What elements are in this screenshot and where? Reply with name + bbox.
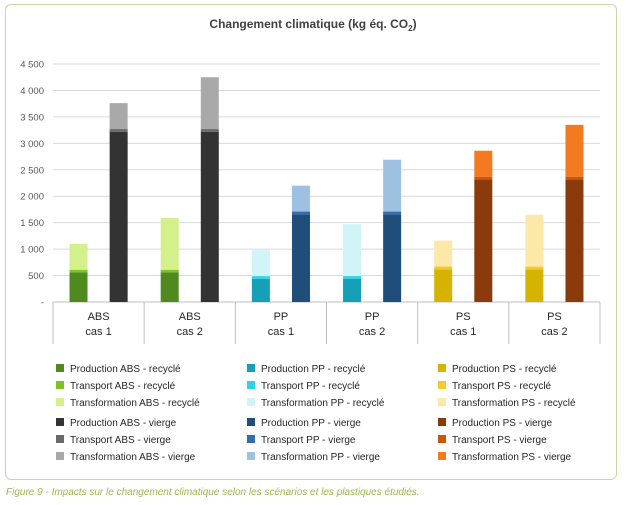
legend-swatch: [438, 452, 446, 460]
legend-swatch: [247, 418, 255, 426]
bar-segment: [251, 250, 270, 277]
legend-label: Transformation ABS - recyclé: [70, 398, 200, 409]
bar-segment: [109, 129, 128, 132]
x-tick-label: cas 2: [359, 326, 385, 338]
legend-label: Transport PP - recyclé: [261, 381, 360, 392]
legend-label: Transformation PS - vierge: [452, 452, 572, 463]
bar-segment: [69, 269, 88, 273]
legend-swatch: [247, 452, 255, 460]
legend-swatch: [438, 381, 446, 389]
legend-swatch: [438, 364, 446, 372]
legend-label: Production PS - recyclé: [452, 364, 557, 375]
legend-swatch: [247, 364, 255, 372]
legend-swatch: [56, 418, 64, 426]
bar-segment: [474, 150, 493, 177]
x-tick-label: cas 1: [450, 326, 476, 338]
bar-segment: [343, 278, 362, 302]
legend-label: Transport ABS - vierge: [70, 435, 171, 446]
legend-label: Transformation ABS - vierge: [70, 452, 196, 463]
bar-segment: [434, 266, 453, 270]
bar-segment: [251, 276, 270, 279]
bar-segment: [251, 278, 270, 302]
bar-segment: [200, 131, 219, 302]
legend-swatch: [56, 381, 64, 389]
legend-label: Transport ABS - recyclé: [70, 381, 176, 392]
legend-label: Transport PS - recyclé: [452, 381, 552, 392]
bar-segment: [474, 179, 493, 302]
y-tick-label: 500: [28, 271, 44, 282]
legend-swatch: [247, 435, 255, 443]
x-tick-label: ABS: [179, 311, 201, 323]
y-tick-label: 3 500: [20, 112, 44, 123]
y-tick-label: -: [41, 298, 44, 309]
x-tick-label: ABS: [88, 311, 110, 323]
bar-segment: [109, 131, 128, 302]
bar-segment: [200, 129, 219, 132]
x-tick-label: cas 2: [541, 326, 567, 338]
legend-swatch: [438, 398, 446, 406]
bar-segment: [291, 185, 310, 212]
bar-segment: [291, 211, 310, 215]
chart-title: Changement climatique (kg éq. CO2): [209, 17, 416, 33]
bar-segment: [160, 272, 179, 302]
legend-swatch: [438, 418, 446, 426]
x-tick-label: cas 2: [177, 326, 203, 338]
bar-segment: [565, 179, 584, 302]
legend-swatch: [56, 452, 64, 460]
bar-segment: [291, 214, 310, 302]
y-tick-label: 2 500: [20, 165, 44, 176]
bar-segment: [69, 243, 88, 270]
legend-swatch: [247, 381, 255, 389]
x-tick-label: PS: [547, 311, 562, 323]
bar-segment: [109, 103, 128, 130]
legend-label: Production PP - recyclé: [261, 364, 366, 375]
legend-swatch: [56, 398, 64, 406]
y-tick-label: 2 000: [20, 192, 44, 203]
bar-segment: [383, 211, 402, 215]
bar-segment: [343, 224, 362, 277]
legend-label: Production ABS - recyclé: [70, 364, 181, 375]
y-tick-label: 4 000: [20, 86, 44, 97]
legend-label: Transport PS - vierge: [452, 435, 547, 446]
legend-swatch: [247, 398, 255, 406]
bar-segment: [525, 269, 544, 302]
legend-swatch: [56, 435, 64, 443]
bar-segment: [474, 176, 493, 180]
legend-label: Transformation PS - recyclé: [452, 398, 576, 409]
bar-segment: [383, 159, 402, 212]
x-tick-label: cas 1: [85, 326, 111, 338]
x-tick-label: cas 1: [268, 326, 294, 338]
x-tick-label: PS: [456, 311, 471, 323]
bar-segment: [160, 269, 179, 273]
bar-segment: [565, 124, 584, 177]
legend-swatch: [56, 364, 64, 372]
legend-label: Production ABS - vierge: [70, 418, 177, 429]
bar-segment: [565, 176, 584, 180]
legend-label: Production PS - vierge: [452, 418, 552, 429]
bar-segment: [525, 266, 544, 270]
y-tick-label: 1 500: [20, 218, 44, 229]
legend-label: Production PP - vierge: [261, 418, 361, 429]
y-tick-label: 4 500: [20, 60, 44, 71]
bar-segment: [383, 214, 402, 302]
legend-label: Transformation PP - recyclé: [261, 398, 385, 409]
legend-swatch: [438, 435, 446, 443]
x-tick-label: PP: [274, 311, 289, 323]
bar-segment: [434, 269, 453, 302]
legend-label: Transport PP - vierge: [261, 435, 356, 446]
bar-segment: [525, 214, 544, 267]
bar-segment: [434, 240, 453, 267]
y-tick-label: 3 000: [20, 139, 44, 150]
bar-segment: [69, 272, 88, 302]
chart-frame: [5, 4, 617, 480]
figure-caption: Figure 9 - Impacts sur le changement cli…: [6, 487, 420, 498]
y-tick-label: 1 000: [20, 245, 44, 256]
bar-segment: [160, 217, 179, 270]
bar-segment: [343, 276, 362, 279]
x-tick-label: PP: [365, 311, 380, 323]
legend-label: Transformation PP - vierge: [261, 452, 380, 463]
bar-segment: [200, 77, 219, 130]
